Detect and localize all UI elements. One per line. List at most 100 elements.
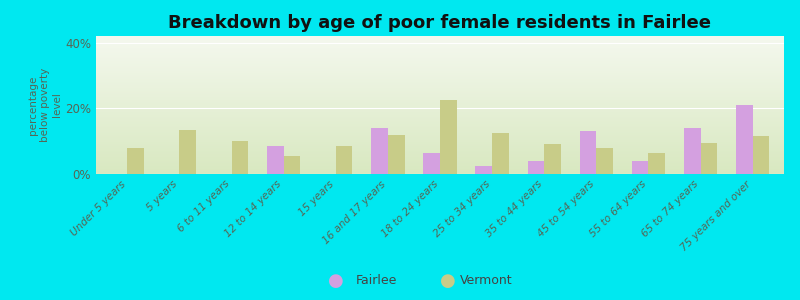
Bar (96, 50, 784, 51)
Y-axis label: percentage
below poverty
level: percentage below poverty level (27, 68, 62, 142)
Text: ●: ● (328, 272, 344, 290)
Bar (267, 146, 284, 174)
Text: Vermont: Vermont (460, 274, 513, 287)
Bar (96, 111, 784, 112)
Bar (96, 45, 784, 46)
Bar (96, 89, 784, 90)
Bar (96, 122, 784, 123)
Bar (96, 107, 784, 108)
Bar (96, 42, 784, 43)
Text: ●: ● (440, 272, 456, 290)
Bar (96, 37, 784, 38)
Bar (96, 62, 784, 63)
Bar (96, 158, 784, 159)
Bar (96, 59, 784, 60)
Bar (371, 128, 388, 174)
Bar (96, 141, 784, 142)
Bar (96, 138, 784, 139)
Bar (96, 143, 784, 144)
Bar (96, 52, 784, 53)
Bar (96, 81, 784, 82)
Bar (96, 150, 784, 151)
Bar (96, 43, 784, 44)
Bar (96, 133, 784, 134)
Bar (96, 90, 784, 91)
Bar (96, 160, 784, 161)
Bar (96, 123, 784, 124)
Bar (632, 161, 649, 174)
Bar (96, 109, 784, 110)
Bar (96, 171, 784, 172)
Bar (96, 108, 784, 109)
Bar (96, 48, 784, 49)
Bar (96, 61, 784, 62)
Bar (96, 165, 784, 166)
Bar (96, 44, 784, 45)
Bar (96, 146, 784, 147)
Bar (388, 135, 405, 174)
Bar (96, 58, 784, 59)
Bar (527, 161, 544, 174)
Bar (96, 65, 784, 66)
Bar (96, 132, 784, 133)
Bar (96, 163, 784, 164)
Bar (96, 86, 784, 87)
Bar (96, 115, 784, 116)
Bar (96, 162, 784, 163)
Bar (96, 114, 784, 115)
Bar (96, 93, 784, 94)
Bar (96, 167, 784, 168)
Bar (96, 149, 784, 150)
Bar (96, 40, 784, 41)
Bar (96, 73, 784, 74)
Bar (96, 83, 784, 84)
Bar (96, 76, 784, 77)
Bar (96, 151, 784, 152)
Bar (96, 95, 784, 96)
Bar (96, 118, 784, 119)
Bar (96, 70, 784, 71)
Bar (96, 126, 784, 127)
Bar (127, 148, 144, 174)
Bar (96, 71, 784, 72)
Bar (96, 55, 784, 56)
Bar (179, 130, 196, 174)
Bar (96, 135, 784, 136)
Bar (96, 170, 784, 171)
Bar (440, 100, 457, 174)
Bar (96, 47, 784, 48)
Bar (96, 67, 784, 68)
Bar (96, 61, 784, 62)
Bar (423, 153, 440, 174)
Bar (649, 153, 665, 174)
Bar (96, 134, 784, 135)
Bar (96, 101, 784, 102)
Bar (96, 64, 784, 65)
Bar (96, 117, 784, 118)
Bar (96, 92, 784, 93)
Bar (96, 97, 784, 98)
Bar (96, 148, 784, 149)
Bar (96, 159, 784, 160)
Bar (96, 145, 784, 146)
Bar (96, 166, 784, 167)
Bar (96, 63, 784, 64)
Bar (96, 78, 784, 79)
Bar (96, 72, 784, 73)
Bar (96, 79, 784, 80)
Bar (475, 166, 492, 174)
Bar (96, 120, 784, 121)
Bar (96, 51, 784, 52)
Bar (96, 116, 784, 117)
Bar (96, 157, 784, 158)
Title: Breakdown by age of poor female residents in Fairlee: Breakdown by age of poor female resident… (169, 14, 711, 32)
Bar (96, 142, 784, 143)
Bar (96, 36, 784, 37)
Bar (96, 153, 784, 154)
Bar (96, 46, 784, 47)
Bar (96, 140, 784, 141)
Bar (96, 49, 784, 50)
Bar (96, 112, 784, 113)
Bar (96, 144, 784, 145)
Bar (336, 146, 353, 174)
